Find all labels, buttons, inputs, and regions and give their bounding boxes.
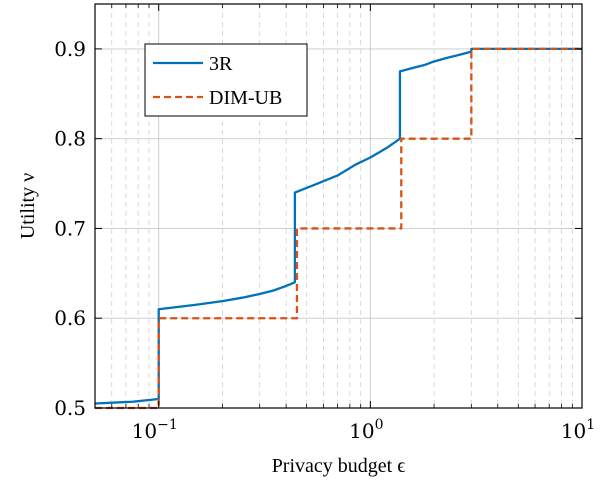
x-tick-label: 101 [561,417,595,443]
y-tick-label: 0.6 [54,306,86,330]
y-tick-label: 0.9 [54,37,86,61]
legend: 3R DIM-UB [144,43,308,117]
x-tick-label: 100 [349,417,383,443]
y-tick-label: 0.7 [54,216,86,240]
y-axis-label: Utility ν [17,173,39,239]
axis-ticks: 10−1 100 101 0.5 0.6 0.7 0.8 0.9 [54,4,595,443]
y-tick-label: 0.5 [54,396,86,420]
series-layer [94,47,582,410]
series-line-3r [94,47,582,405]
plot-area-frame [94,3,583,409]
legend-label-3r: 3R [209,53,233,75]
x-tick-label: 10−1 [132,417,178,443]
series-line-dim-ub [95,47,582,410]
legend-label-dim-ub: DIM-UB [209,87,282,109]
x-axis-label: Privacy budget ϵ [272,455,406,477]
y-tick-label: 0.8 [54,127,86,151]
legend-box [144,43,308,117]
